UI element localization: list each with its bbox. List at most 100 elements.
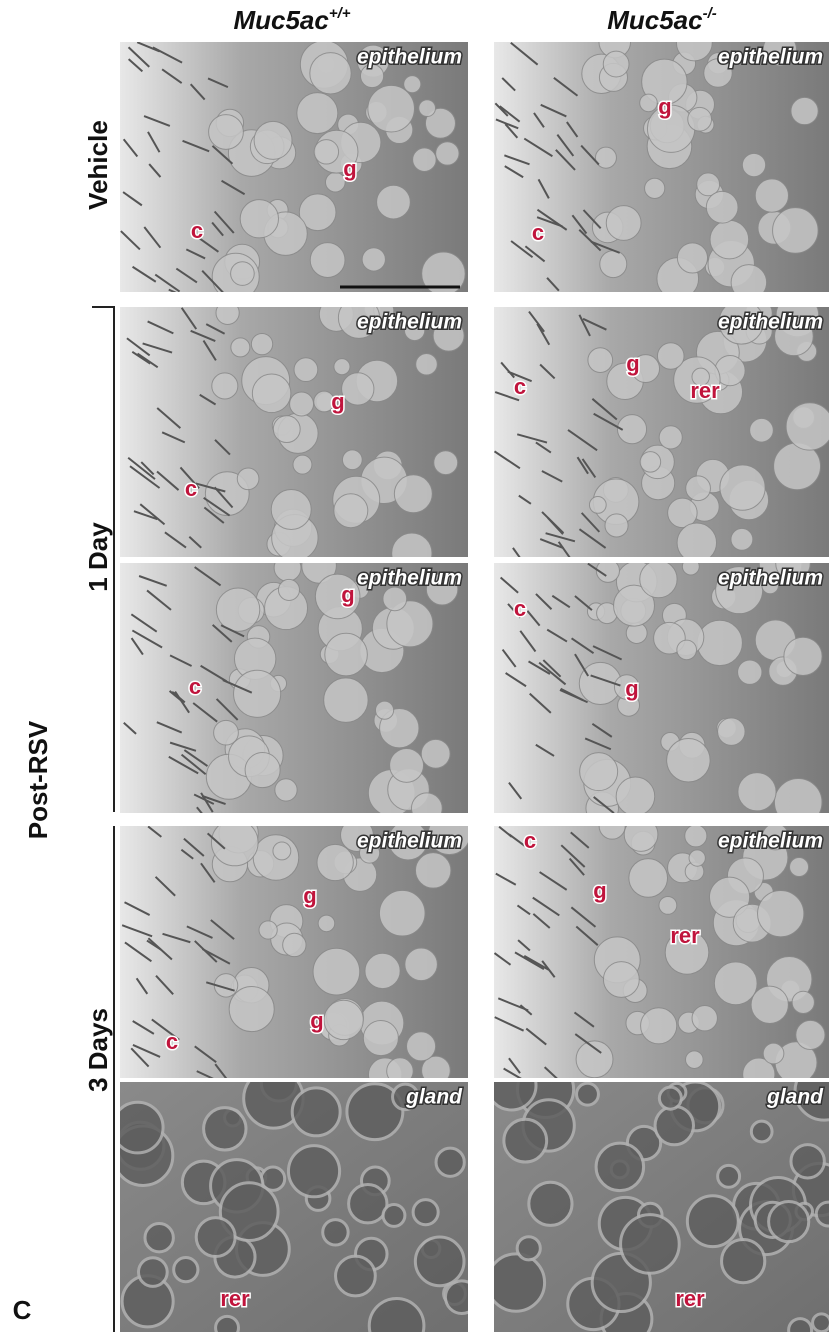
annotation: g [303, 883, 316, 908]
granule [231, 262, 255, 286]
granule [240, 200, 278, 238]
granule [588, 348, 613, 373]
granule [589, 497, 606, 514]
granule [229, 987, 274, 1032]
granule [273, 842, 291, 860]
granule [407, 1032, 436, 1061]
annotation: g [626, 351, 639, 376]
granule [722, 1239, 765, 1282]
granule [640, 560, 677, 597]
granule [365, 953, 400, 988]
granule [273, 416, 300, 443]
granule [659, 896, 677, 914]
granule [415, 1237, 464, 1286]
granule [434, 451, 458, 475]
granule [278, 579, 299, 600]
annotation: g [625, 676, 638, 701]
annotation: g [593, 878, 606, 903]
granule [415, 853, 450, 888]
granule [294, 358, 318, 382]
granule [216, 1316, 239, 1332]
annotation: c [185, 476, 197, 501]
granule [688, 107, 712, 131]
granule [404, 76, 421, 93]
granule [599, 813, 625, 839]
figure: Muc5ac+/+ Muc5ac-/- Vehicle 1 Day 3 Days… [0, 0, 829, 1332]
granule [645, 178, 665, 198]
granule [421, 739, 450, 768]
annotation: g [658, 94, 671, 119]
annotation: g [331, 389, 344, 414]
granule [252, 374, 291, 413]
column-header: Muc5ac+/+ [233, 5, 350, 35]
granule [714, 962, 757, 1005]
granule [596, 1143, 643, 1190]
granule [436, 1148, 464, 1176]
granule [731, 528, 753, 550]
granule [310, 53, 351, 94]
granule [325, 633, 368, 676]
granule [204, 1108, 246, 1150]
granule [686, 1051, 704, 1069]
panel: epitheliumgc [494, 25, 829, 300]
annotation: g [310, 1008, 323, 1033]
granule [317, 844, 353, 880]
annotation: c [166, 1029, 178, 1054]
granule [292, 1088, 340, 1136]
granule [375, 701, 393, 719]
header-sup: -/- [703, 5, 717, 22]
granule [290, 392, 314, 416]
granule [145, 1224, 173, 1252]
granule [640, 94, 658, 112]
granule [504, 1119, 547, 1162]
granule [791, 1145, 824, 1178]
granule [718, 1165, 740, 1187]
granule [377, 185, 411, 219]
granule [112, 1102, 163, 1153]
granule [813, 1314, 829, 1332]
granule [405, 948, 438, 981]
granule [297, 93, 338, 134]
annotation: c [514, 374, 526, 399]
panel-label: epithelium [357, 311, 462, 334]
granule [600, 251, 627, 278]
granule [763, 1043, 784, 1064]
granule [738, 660, 762, 684]
panel: epitheliumcgrer [494, 813, 829, 1090]
granule [196, 1218, 235, 1257]
granule [411, 793, 442, 824]
granule [738, 773, 776, 811]
granule [368, 85, 415, 132]
granule [697, 620, 742, 665]
granule [517, 1237, 540, 1260]
granule [677, 640, 697, 660]
granule [216, 301, 239, 324]
granule [334, 494, 368, 528]
panel-label: epithelium [357, 567, 462, 590]
header-name: Muc5ac [233, 5, 329, 35]
granule [616, 777, 655, 816]
row-label: 3 Days [83, 1008, 113, 1092]
granule [769, 1202, 809, 1242]
panel-label: epithelium [718, 46, 823, 69]
granule [682, 558, 699, 575]
panel-label: epithelium [357, 830, 462, 853]
granule [667, 739, 711, 783]
granule [394, 475, 432, 513]
granule [436, 142, 459, 165]
panel-label: epithelium [357, 46, 462, 69]
panel: epithelium g c [120, 297, 468, 573]
header-sup: +/+ [329, 5, 351, 22]
annotation: rer [690, 378, 720, 403]
granule [234, 670, 281, 717]
granule [796, 1020, 825, 1049]
granule [283, 933, 306, 956]
granule [774, 778, 822, 826]
granule [773, 208, 819, 254]
granule [362, 248, 385, 271]
granule [324, 678, 368, 722]
granule [689, 850, 705, 866]
granule [251, 333, 272, 354]
granule [677, 523, 716, 562]
